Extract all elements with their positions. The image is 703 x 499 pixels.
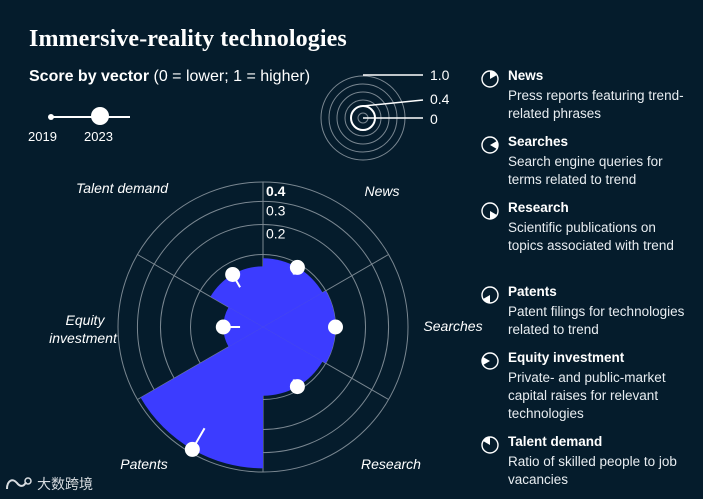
year-legend: 2019 2023 (28, 104, 138, 144)
equity-icon (481, 352, 499, 370)
key-label-mid: 0.4 (430, 91, 450, 107)
key-label-zero: 0 (430, 111, 438, 127)
marker-2023-research (289, 379, 305, 395)
legend-title-talent-demand: Talent demand (508, 434, 603, 449)
scale-key: 1.0 0.4 0 (320, 67, 450, 161)
axis-label-research: Research (361, 456, 421, 472)
legend-desc-talent-demand: Ratio of skilled people to job vacancies (508, 454, 677, 487)
year-legend-start-dot (48, 114, 54, 120)
wedge-talent-demand (210, 266, 263, 327)
research-icon (481, 202, 499, 220)
wedge-research (263, 327, 323, 396)
wedge-patents (140, 327, 263, 469)
wedge-searches (263, 290, 336, 364)
axis-label-equity-investment: Equity investment (49, 312, 118, 346)
marker-2023-news (289, 259, 305, 275)
legend-title-news: News (508, 68, 544, 83)
watermark-text: 大数跨境 (37, 476, 93, 492)
legend-title-searches: Searches (508, 134, 569, 149)
key-leader-mid (362, 99, 424, 107)
wedge-news (263, 258, 323, 327)
patents-icon (481, 286, 499, 304)
news-icon (481, 70, 499, 88)
year-legend-end-dot (91, 107, 109, 125)
chart-title: Immersive-reality technologies (29, 26, 347, 52)
subtitle-bold: Score by vector (29, 68, 150, 85)
tick-label-0-4: 0.4 (266, 183, 286, 199)
year-legend-end: 2023 (84, 129, 113, 144)
chart-subtitle: Score by vector (0 = lower; 1 = higher) (29, 68, 310, 86)
radial-chart: 0.4 0.3 0.2 Talent demand News Searches Resea… (49, 180, 483, 473)
legend-desc-research: Scientific publications on topics associ… (508, 220, 674, 253)
talent-icon (481, 436, 499, 454)
subtitle-rest: (0 = lower; 1 = higher) (149, 68, 311, 85)
year-legend-start: 2019 (28, 129, 57, 144)
key-label-max: 1.0 (430, 67, 450, 83)
legend-desc-news: Press reports featuring trend-related ph… (508, 88, 684, 121)
legend-desc-searches: Search engine queries for terms related … (508, 154, 663, 187)
marker-2023-patents (184, 441, 200, 457)
axis-label-talent-demand: Talent demand (76, 180, 169, 196)
year-legend-line (50, 116, 130, 118)
axis-label-patents: Patents (120, 456, 167, 472)
marker-2023-talent-demand (225, 266, 241, 282)
searches-icon (481, 136, 499, 154)
tick-label-0-3: 0.3 (266, 202, 286, 218)
legend-title-research: Research (508, 200, 569, 215)
watermark: 大数跨境 (4, 474, 93, 494)
axis-label-searches: Searches (423, 318, 482, 334)
legend-title-patents: Patents (508, 284, 557, 299)
marker-2023-searches (328, 319, 343, 335)
legend-desc-equity-investment: Private- and public-market capital raise… (508, 370, 666, 421)
tick-label-0-2: 0.2 (266, 225, 286, 241)
axis-label-news: News (364, 183, 399, 199)
wedge-equity-investment (223, 307, 263, 347)
legend-desc-patents: Patent filings for technologies related … (508, 304, 685, 337)
legend-title-equity-investment: Equity investment (508, 350, 625, 365)
watermark-logo-icon (6, 477, 32, 490)
marker-2023-equity-investment (215, 319, 231, 335)
